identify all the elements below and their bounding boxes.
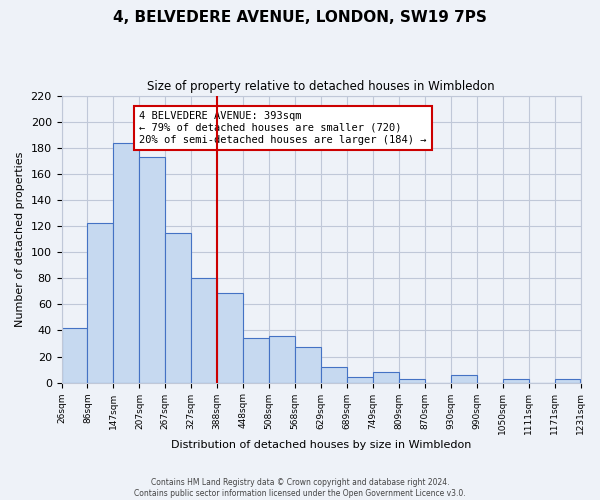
Bar <box>166 232 191 382</box>
Bar <box>269 336 295 382</box>
Text: 4 BELVEDERE AVENUE: 393sqm
← 79% of detached houses are smaller (720)
20% of sem: 4 BELVEDERE AVENUE: 393sqm ← 79% of deta… <box>139 112 427 144</box>
Bar <box>113 142 139 382</box>
Y-axis label: Number of detached properties: Number of detached properties <box>15 152 25 327</box>
Text: 4, BELVEDERE AVENUE, LONDON, SW19 7PS: 4, BELVEDERE AVENUE, LONDON, SW19 7PS <box>113 10 487 25</box>
Bar <box>295 348 321 382</box>
Bar <box>217 292 243 382</box>
Bar <box>62 328 88 382</box>
Bar <box>139 157 166 382</box>
Bar <box>554 378 580 382</box>
Title: Size of property relative to detached houses in Wimbledon: Size of property relative to detached ho… <box>147 80 495 93</box>
Bar <box>321 367 347 382</box>
Bar <box>191 278 217 382</box>
Bar <box>503 378 529 382</box>
Bar <box>347 378 373 382</box>
Bar <box>88 224 113 382</box>
Text: Contains HM Land Registry data © Crown copyright and database right 2024.
Contai: Contains HM Land Registry data © Crown c… <box>134 478 466 498</box>
Bar <box>451 375 477 382</box>
Bar <box>373 372 399 382</box>
X-axis label: Distribution of detached houses by size in Wimbledon: Distribution of detached houses by size … <box>171 440 471 450</box>
Bar <box>399 378 425 382</box>
Bar <box>243 338 269 382</box>
